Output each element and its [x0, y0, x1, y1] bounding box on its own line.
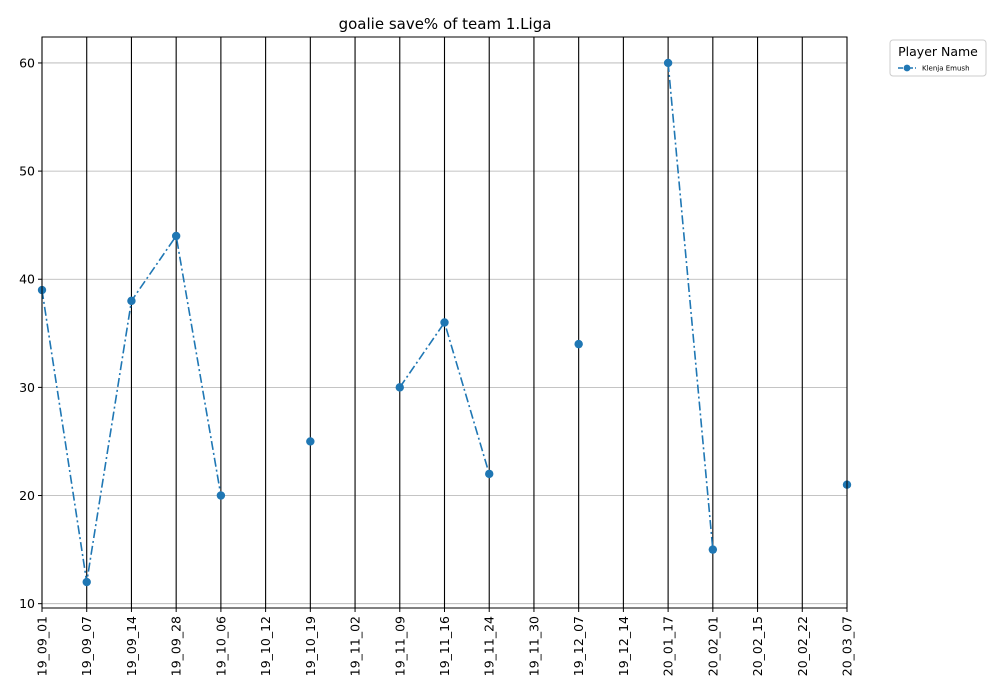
x-tick-label: 19_10_06 — [213, 616, 228, 676]
x-tick-label: 19_11_09 — [392, 616, 407, 676]
x-tick-label: 19_09_01 — [35, 616, 50, 676]
x-tick-label: 20_03_07 — [840, 616, 855, 676]
series-line — [667, 62, 714, 550]
y-tick-label: 10 — [19, 596, 35, 611]
data-point — [216, 491, 226, 500]
data-point — [395, 383, 404, 392]
legend-entry-label: Klenja Emush — [922, 65, 970, 73]
x-tick-label: 20_01_17 — [661, 616, 676, 676]
chart-title: goalie save% of team 1.Liga — [339, 15, 552, 33]
axes: 10 20 30 40 50 60 19_09_01 19_09_07 19_09_14 19_0… — [19, 55, 854, 676]
y-tick-label: 50 — [19, 164, 35, 179]
y-tick-label: 20 — [19, 488, 35, 503]
legend-title: Player Name — [898, 44, 978, 59]
data-point — [82, 577, 91, 587]
y-tick-label: 40 — [19, 272, 35, 287]
data-point — [127, 296, 136, 306]
x-tick-label: 19_11_24 — [482, 616, 497, 676]
x-tick-label: 19_11_02 — [348, 616, 363, 676]
series-layer — [37, 58, 852, 587]
y-tick-label: 60 — [19, 55, 35, 70]
data-point — [306, 437, 315, 446]
data-point — [663, 58, 673, 68]
data-point — [440, 318, 449, 327]
legend-marker — [903, 64, 911, 72]
x-tick-label: 19_10_12 — [258, 616, 273, 676]
x-tick-label: 20_02_22 — [795, 616, 810, 676]
x-tick-label: 19_12_07 — [571, 616, 586, 676]
x-tick-label: 19_09_28 — [169, 616, 184, 676]
x-tick-label: 19_09_14 — [124, 616, 139, 676]
legend-box — [889, 39, 987, 77]
x-tick-label: 19_11_30 — [526, 616, 541, 676]
data-point — [485, 469, 494, 479]
x-tick-label: 19_10_19 — [303, 616, 318, 676]
y-tick-label: 30 — [19, 380, 35, 395]
data-point — [708, 545, 718, 554]
x-tick-label: 20_02_15 — [750, 616, 765, 676]
x-tick-label: 19_09_07 — [79, 616, 94, 676]
x-tick-label: 19_11_16 — [437, 616, 452, 676]
data-point — [574, 339, 583, 349]
x-tick-label: 20_02_01 — [705, 616, 720, 676]
x-tick-label: 19_12_14 — [616, 616, 631, 676]
legend: Player Name Klenja Emush — [889, 39, 987, 77]
data-point — [171, 231, 181, 241]
legend-entries: Klenja Emush — [898, 65, 970, 73]
